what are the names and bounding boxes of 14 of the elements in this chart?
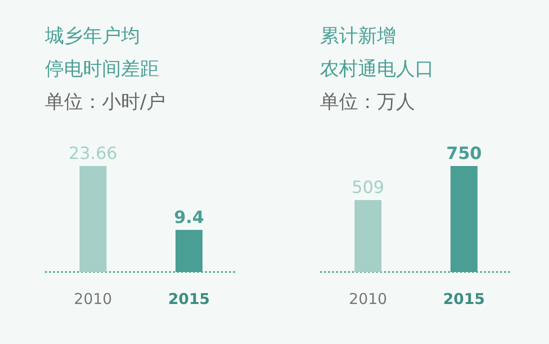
data-label: 509 xyxy=(352,178,384,198)
text: 单位：万人 xyxy=(320,91,415,113)
chart-title: 城乡年户均 xyxy=(44,25,140,47)
data-label: 23.66 xyxy=(68,144,118,164)
text: 单位：小时/户 xyxy=(45,91,166,113)
x-tick-label: 2015 xyxy=(168,290,210,308)
chart-subtitle: 停电时间差距 xyxy=(45,58,159,80)
chart-subtitle: 农村通电人口 xyxy=(320,58,434,80)
data-label: 750 xyxy=(446,144,482,164)
x-tick-label: 2010 xyxy=(348,290,388,308)
chart-title: 累计新增 xyxy=(320,25,396,47)
x-tick-label: 2015 xyxy=(443,290,485,308)
x-tick-label: 2010 xyxy=(74,290,112,308)
data-label: 9.4 xyxy=(174,208,204,228)
